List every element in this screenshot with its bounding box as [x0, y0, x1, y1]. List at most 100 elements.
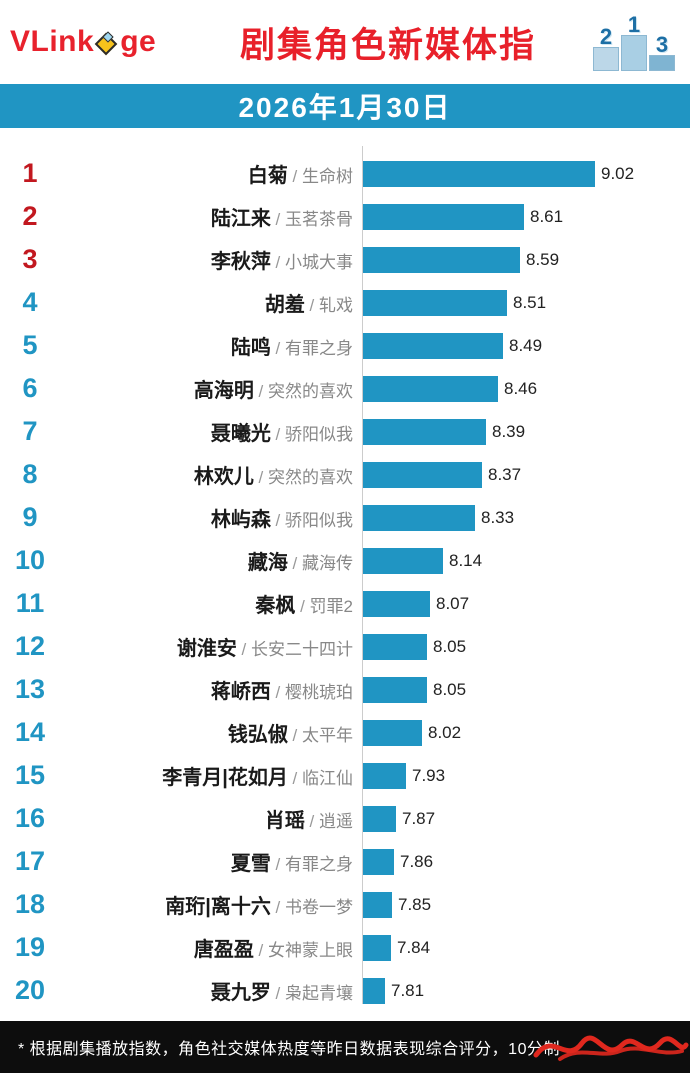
character-name: 唐盈盈: [193, 939, 254, 961]
chart-row: 4 胡羞 / 轧戏 8.51: [0, 281, 690, 324]
separator: /: [304, 812, 319, 831]
separator: /: [270, 855, 285, 874]
bar-area: 8.02: [362, 719, 690, 746]
separator: /: [253, 382, 268, 401]
ranking-chart: 1 白菊 / 生命树 9.02 2 陆江来 / 玉茗茶骨 8.61 3 李秋萍 / 小城大事 8…: [0, 128, 690, 1018]
character-label: 高海明 / 突然的喜欢: [60, 374, 362, 403]
value-label: 8.39: [492, 421, 526, 441]
chart-row: 16 肖瑶 / 逍遥 7.87: [0, 797, 690, 840]
value-label: 8.02: [428, 722, 462, 742]
value-label: 8.33: [481, 507, 515, 527]
chart-row: 18 南珩|离十六 / 书卷一梦 7.85: [0, 883, 690, 926]
drama-name: 突然的喜欢: [268, 468, 353, 487]
drama-name: 骄阳似我: [285, 511, 353, 530]
rank-number: 3: [22, 244, 38, 274]
bar-area: 8.07: [362, 590, 690, 617]
value-label: 8.05: [433, 636, 467, 656]
value-label: 8.61: [530, 206, 564, 226]
character-name: 胡羞: [264, 294, 305, 316]
drama-name: 有罪之身: [285, 855, 353, 874]
value-bar: [363, 547, 443, 574]
bar-area: 8.37: [362, 461, 690, 488]
bar-area: 7.84: [362, 934, 690, 961]
bar-area: 7.85: [362, 891, 690, 918]
rank-number: 14: [14, 717, 46, 747]
drama-name: 长安二十四计: [251, 640, 353, 659]
chart-row: 13 蒋峤西 / 樱桃琥珀 8.05: [0, 668, 690, 711]
drama-name: 轧戏: [319, 296, 353, 315]
rank-number: 5: [22, 330, 38, 360]
character-label: 唐盈盈 / 女神蒙上眼: [60, 933, 362, 962]
character-name: 夏雪: [230, 853, 271, 875]
character-label: 肖瑶 / 逍遥: [60, 804, 362, 833]
drama-name: 太平年: [302, 726, 353, 745]
value-label: 8.49: [509, 335, 543, 355]
rank-number: 7: [22, 416, 38, 446]
character-label: 林欢儿 / 突然的喜欢: [60, 460, 362, 489]
value-bar: [363, 246, 520, 273]
drama-name: 生命树: [302, 167, 353, 186]
logo-text-right: ge: [120, 25, 157, 58]
character-label: 藏海 / 藏海传: [60, 546, 362, 575]
bar-area: 8.61: [362, 203, 690, 230]
drama-name: 有罪之身: [285, 339, 353, 358]
footer: * 根据剧集播放指数，角色社交媒体热度等昨日数据表现综合评分，10分制: [0, 1021, 690, 1073]
drama-name: 小城大事: [285, 253, 353, 272]
chart-row: 9 林屿森 / 骄阳似我 8.33: [0, 496, 690, 539]
value-bar: [363, 891, 392, 918]
rank-number: 13: [14, 674, 46, 704]
character-name: 肖瑶: [264, 810, 305, 832]
value-bar: [363, 719, 422, 746]
separator: /: [295, 597, 310, 616]
bar-area: 7.81: [362, 977, 690, 1004]
value-bar: [363, 375, 498, 402]
bar-area: 8.05: [362, 676, 690, 703]
vlinkage-logo: VLink ge: [10, 25, 188, 59]
chart-row: 12 谢淮安 / 长安二十四计 8.05: [0, 625, 690, 668]
value-bar: [363, 848, 394, 875]
character-name: 蒋峤西: [210, 681, 271, 703]
drama-name: 女神蒙上眼: [268, 941, 353, 960]
chart-row: 6 高海明 / 突然的喜欢 8.46: [0, 367, 690, 410]
value-bar: [363, 590, 430, 617]
character-name: 藏海: [247, 552, 288, 574]
podium-icon: 2 1 3: [588, 11, 680, 73]
value-label: 8.14: [449, 550, 483, 570]
separator: /: [270, 339, 285, 358]
bar-area: 9.02: [362, 160, 690, 187]
value-label: 8.51: [513, 292, 547, 312]
bar-area: 7.86: [362, 848, 690, 875]
value-bar: [363, 977, 385, 1004]
drama-name: 樱桃琥珀: [285, 683, 353, 702]
bar-area: 7.87: [362, 805, 690, 832]
rank-number: 18: [14, 889, 46, 919]
character-label: 夏雪 / 有罪之身: [60, 847, 362, 876]
chart-row: 8 林欢儿 / 突然的喜欢 8.37: [0, 453, 690, 496]
podium-third: 3: [649, 34, 675, 71]
value-label: 7.81: [391, 980, 425, 1000]
separator: /: [270, 253, 285, 272]
separator: /: [253, 468, 268, 487]
chart-row: 19 唐盈盈 / 女神蒙上眼 7.84: [0, 926, 690, 969]
rank-number: 15: [14, 760, 46, 790]
date-banner: 2026年1月30日: [0, 84, 690, 128]
value-label: 7.93: [412, 765, 446, 785]
character-label: 白菊 / 生命树: [60, 159, 362, 188]
bar-area: 8.46: [362, 375, 690, 402]
character-name: 林欢儿: [193, 466, 254, 488]
value-label: 8.37: [488, 464, 522, 484]
logo-text-left: VLink: [10, 25, 95, 58]
character-label: 谢淮安 / 长安二十四计: [60, 632, 362, 661]
rank-number: 8: [22, 459, 38, 489]
value-label: 7.84: [397, 937, 431, 957]
character-name: 南珩|离十六: [165, 896, 271, 918]
value-label: 8.46: [504, 378, 538, 398]
character-name: 钱弘俶: [227, 724, 288, 746]
character-label: 胡羞 / 轧戏: [60, 288, 362, 317]
chart-row: 3 李秋萍 / 小城大事 8.59: [0, 238, 690, 281]
character-label: 李青月|花如月 / 临江仙: [60, 761, 362, 790]
character-label: 南珩|离十六 / 书卷一梦: [60, 890, 362, 919]
separator: /: [287, 726, 302, 745]
rank-number: 11: [15, 588, 45, 618]
header: VLink ge 剧集角色新媒体指 2 1 3: [0, 0, 690, 84]
